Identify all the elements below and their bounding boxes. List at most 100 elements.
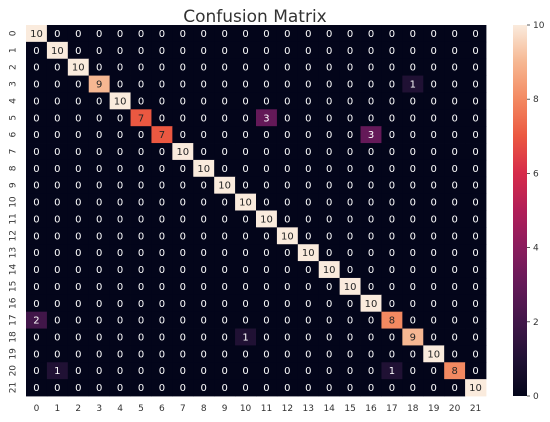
heatmap-cell [88,159,111,178]
heatmap-cell [360,58,382,76]
cell-value-label: 0 [472,181,478,192]
cell-value-label: 10 [176,147,189,158]
cell-value-label: 0 [472,96,478,107]
cell-value-label: 0 [326,80,332,91]
cell-value-label: 0 [54,299,60,310]
cell-value-label: 0 [54,383,60,394]
cell-value-label: 0 [263,29,269,40]
heatmap-cell [465,379,487,397]
cell-value-label: 0 [138,130,144,141]
cell-value-label: 0 [284,349,290,360]
heatmap-cell [444,244,466,262]
cell-value-label: 0 [347,96,353,107]
cell-value-label: 0 [326,147,332,158]
heatmap-cell [276,379,299,397]
heatmap-cell [46,126,69,144]
heatmap-cell [130,75,152,93]
heatmap-cell [214,126,236,144]
heatmap-cell [339,126,361,144]
cell-value-label: 10 [30,29,43,40]
cell-value-label: 0 [180,299,186,310]
cell-value-label: 0 [75,265,81,276]
cell-value-label: 10 [427,349,440,360]
heatmap-cell [67,92,90,110]
heatmap-cell [130,227,152,245]
cell-value-label: 0 [96,96,102,107]
heatmap-cell [109,25,131,43]
cell-value-label: 0 [33,248,39,259]
cell-value-label: 0 [221,366,227,377]
cell-value-label: 0 [389,113,395,124]
cell-value-label: 0 [221,248,227,259]
cell-value-label: 0 [180,316,186,327]
cell-value-label: 0 [117,231,123,242]
cell-value-label: 0 [410,63,416,74]
cell-value-label: 0 [368,29,374,40]
cell-value-label: 0 [138,63,144,74]
heatmap-cell [193,92,215,110]
heatmap-cell [88,143,111,161]
x-tick-label: 12 [282,404,293,414]
cell-value-label: 0 [431,96,437,107]
y-tick-label: 3 [9,81,19,87]
heatmap-cell [151,159,173,178]
heatmap-cell [318,41,341,60]
heatmap-cell [172,362,194,380]
cell-value-label: 0 [138,265,144,276]
cell-value-label: 0 [410,248,416,259]
cell-value-label: 0 [368,265,374,276]
cell-value-label: 0 [263,63,269,74]
cell-value-label: 0 [263,46,269,57]
heatmap-cell [235,92,257,110]
heatmap-cell [130,294,152,313]
cell-value-label: 0 [368,181,374,192]
cell-value-label: 0 [326,130,332,141]
cell-value-label: 0 [389,265,395,276]
heatmap-cell [256,143,278,161]
cell-value-label: 0 [389,96,395,107]
heatmap-cell [256,193,278,211]
heatmap-cell [256,176,278,195]
heatmap-cell [297,58,320,76]
cell-value-label: 0 [389,29,395,40]
cell-value-label: 0 [159,231,165,242]
heatmap-cell [381,126,403,144]
heatmap-cell [172,311,194,329]
heatmap-cell [214,379,236,397]
heatmap-cell [256,109,278,127]
heatmap-cell [151,75,173,93]
heatmap-cell [88,261,111,279]
cell-value-label: 0 [242,96,248,107]
cell-value-label: 0 [201,316,207,327]
cell-value-label: 0 [368,231,374,242]
cell-value-label: 0 [284,198,290,209]
heatmap-cell [26,109,48,127]
cell-value-label: 0 [305,130,311,141]
heatmap-cell [151,41,173,60]
cell-value-label: 0 [54,231,60,242]
cell-value-label: 0 [242,366,248,377]
cell-value-label: 0 [75,198,81,209]
cell-value-label: 0 [159,164,165,175]
cell-value-label: 0 [451,316,457,327]
cell-value-label: 0 [96,349,102,360]
cell-value-label: 0 [284,265,290,276]
heatmap-cells [26,25,487,397]
heatmap-cell [318,244,341,262]
heatmap-cell [381,261,403,279]
heatmap-cell [67,362,90,380]
heatmap-cell [339,143,361,161]
heatmap-cell [172,176,194,195]
heatmap-cell [235,311,257,329]
heatmap-cell [67,159,90,178]
heatmap-cell [318,75,341,93]
heatmap-cell [214,58,236,76]
heatmap-cell [109,294,131,313]
cell-value-label: 0 [180,282,186,293]
cell-value-label: 0 [117,383,123,394]
heatmap-cell [26,379,48,397]
cell-value-label: 0 [263,164,269,175]
cell-value-label: 0 [410,147,416,158]
heatmap-cell [214,92,236,110]
heatmap-cell [276,261,299,279]
